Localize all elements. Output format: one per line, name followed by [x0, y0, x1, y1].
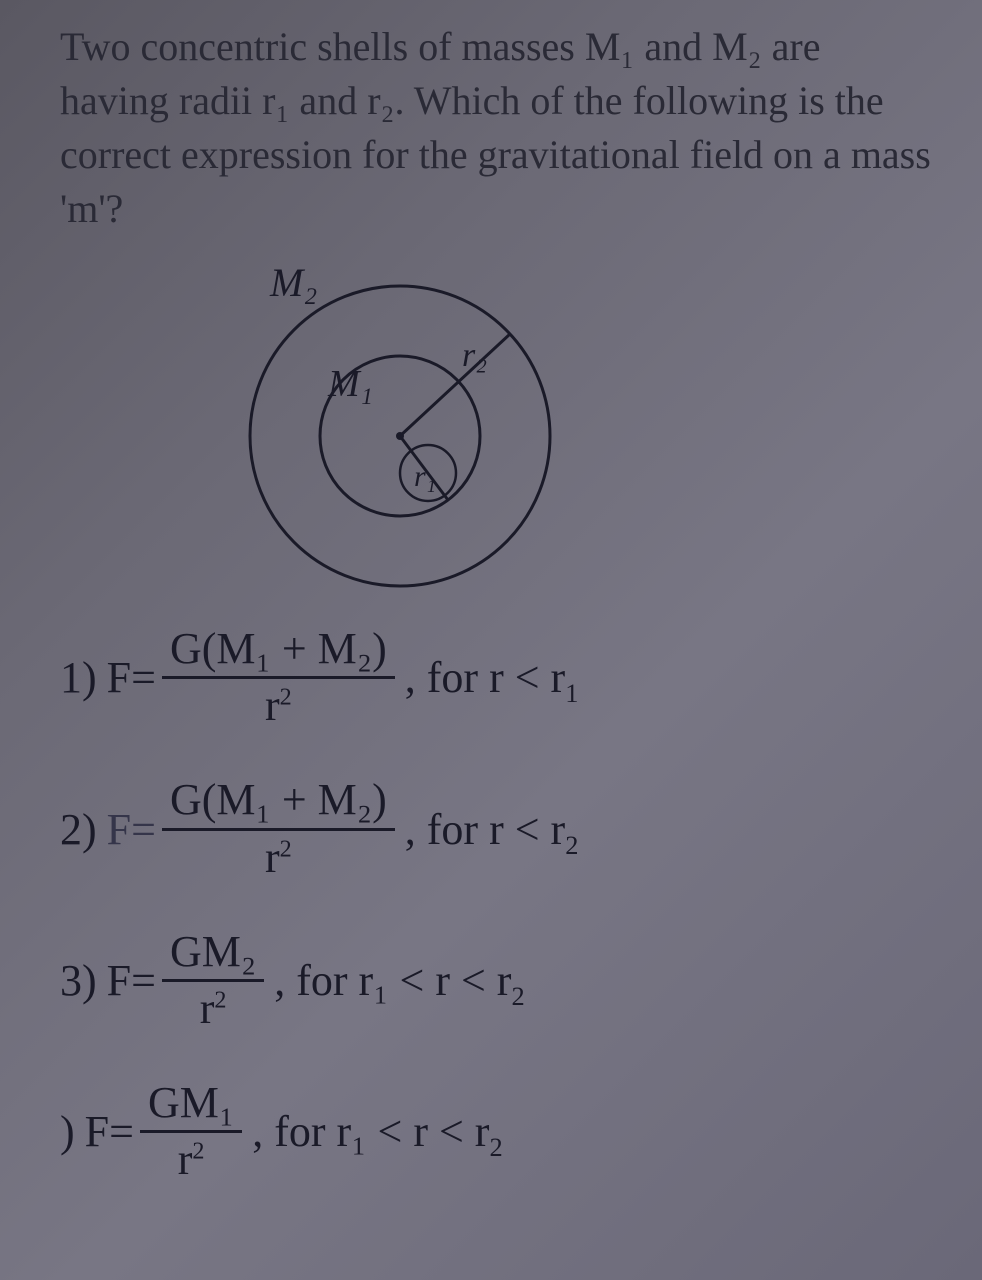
denom-exp: 2	[214, 986, 226, 1013]
denom-base: r	[200, 984, 215, 1033]
option-3: 3) F= GM₂ r2 , for r₁ < r < r2	[60, 929, 952, 1032]
cond-text: , for r < r	[405, 653, 565, 702]
option-number: )	[60, 1106, 75, 1157]
question-text: Two concentric shells of masses M₁ and M…	[60, 20, 952, 236]
option-equation: F= G(M₁ + M₂) r2 , for r < r2	[107, 777, 579, 880]
denom-base: r	[265, 833, 280, 882]
r1-label: r₁	[414, 460, 436, 493]
fraction: G(M₁ + M₂) r2	[162, 626, 395, 729]
condition: , for r₁ < r < r2	[274, 955, 524, 1006]
denom-exp: 2	[280, 684, 292, 711]
r2-line	[400, 334, 510, 436]
diagram-svg: M₂ M₁ r₂ r₁	[210, 256, 590, 596]
denominator: r2	[257, 835, 300, 881]
fraction-bar	[162, 828, 395, 831]
shells-diagram: M₂ M₁ r₂ r₁	[210, 256, 590, 596]
denominator: r2	[192, 986, 235, 1032]
lhs: F=	[107, 652, 156, 703]
condition: , for r < r2	[405, 804, 579, 855]
option-equation: F= GM₁ r2 , for r₁ < r < r2	[85, 1080, 503, 1183]
r2-label: r₂	[462, 337, 487, 374]
option-number: 3)	[60, 955, 97, 1006]
denom-base: r	[178, 1135, 193, 1184]
numerator: GM₂	[162, 929, 264, 975]
option-2: 2) F= G(M₁ + M₂) r2 , for r < r2	[60, 777, 952, 880]
cond-text: , for r₁ < r < r	[274, 956, 511, 1005]
lhs: F=	[107, 804, 156, 855]
numerator: G(M₁ + M₂)	[162, 777, 395, 823]
m1-label: M₁	[327, 363, 373, 405]
q-line1: Two concentric shells of masses M₁ and M…	[60, 24, 762, 69]
cond-sub: 2	[565, 829, 578, 859]
fraction-bar	[140, 1130, 242, 1133]
lhs: F=	[85, 1106, 134, 1157]
option-number: 2)	[60, 804, 97, 855]
fraction: GM₂ r2	[162, 929, 264, 1032]
condition: , for r₁ < r < r2	[252, 1106, 502, 1157]
numerator: GM₁	[140, 1080, 242, 1126]
option-equation: F= GM₂ r2 , for r₁ < r < r2	[107, 929, 525, 1032]
fraction: G(M₁ + M₂) r2	[162, 777, 395, 880]
options-list: 1) F= G(M₁ + M₂) r2 , for r < r1 2) F=	[60, 626, 952, 1184]
denominator: r2	[170, 1137, 213, 1183]
option-1: 1) F= G(M₁ + M₂) r2 , for r < r1	[60, 626, 952, 729]
option-4: ) F= GM₁ r2 , for r₁ < r < r2	[60, 1080, 952, 1183]
denominator: r2	[257, 683, 300, 729]
denom-exp: 2	[280, 835, 292, 862]
option-equation: F= G(M₁ + M₂) r2 , for r < r1	[107, 626, 579, 729]
lhs: F=	[107, 955, 156, 1006]
cond-sub: 2	[489, 1132, 502, 1162]
fraction-bar	[162, 979, 264, 982]
fraction: GM₁ r2	[140, 1080, 242, 1183]
cond-sub: 2	[511, 981, 524, 1011]
denom-base: r	[265, 681, 280, 730]
center-dot	[396, 432, 404, 440]
m2-label: M₂	[269, 260, 317, 305]
condition: , for r < r1	[405, 652, 579, 703]
option-number: 1)	[60, 652, 97, 703]
fraction-bar	[162, 676, 395, 679]
cond-text: , for r < r	[405, 805, 565, 854]
numerator: G(M₁ + M₂)	[162, 626, 395, 672]
cond-text: , for r₁ < r < r	[252, 1107, 489, 1156]
cond-sub: 1	[565, 678, 578, 708]
denom-exp: 2	[192, 1138, 204, 1165]
